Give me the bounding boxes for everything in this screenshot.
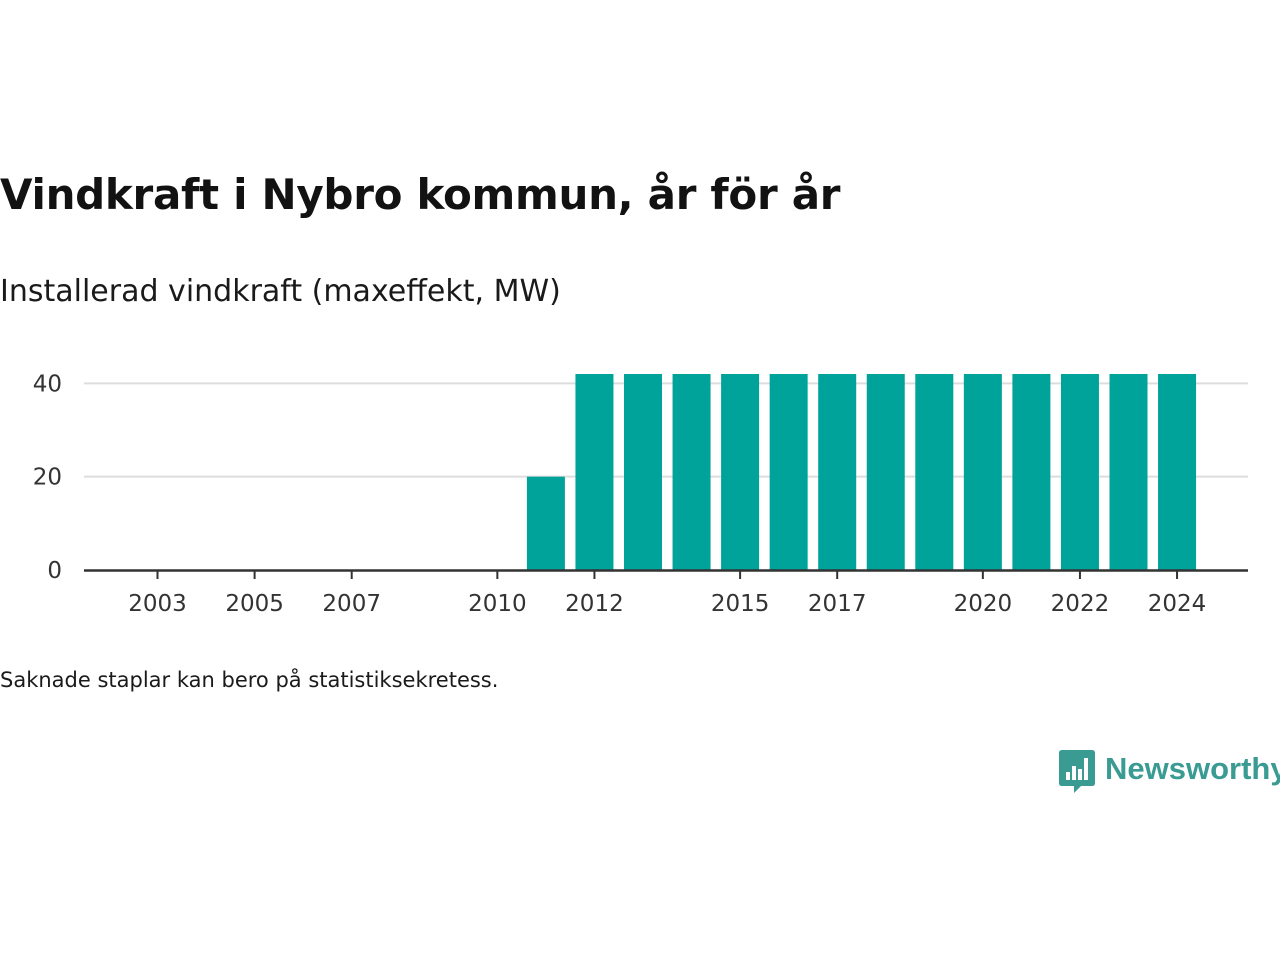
x-tick-label: 2020 — [954, 591, 1013, 617]
y-tick-label: 20 — [33, 465, 62, 491]
y-tick-label: 40 — [33, 371, 62, 397]
chart-subtitle: Installerad vindkraft (maxeffekt, MW) — [0, 274, 561, 309]
x-tick-label: 2015 — [711, 591, 770, 617]
bar-2023 — [1109, 374, 1148, 570]
x-tick-label: 2017 — [808, 591, 867, 617]
bar-2013 — [624, 374, 662, 570]
bar-2018 — [866, 374, 905, 570]
brand-name: Newsworthy — [1105, 751, 1280, 786]
bar-2021 — [1012, 374, 1051, 570]
x-tick-label: 2007 — [322, 591, 381, 617]
bar-2024 — [1158, 374, 1197, 570]
bar-2014 — [672, 374, 711, 570]
bar-2012 — [575, 374, 614, 570]
x-tick-label: 2003 — [128, 591, 187, 617]
bar-2022 — [1060, 374, 1099, 570]
brand-logo: Newsworthy — [1059, 750, 1280, 796]
bar-2011 — [526, 476, 565, 570]
bar-2020 — [963, 374, 1002, 570]
y-tick-label: 0 — [47, 558, 62, 584]
bar-2019 — [915, 374, 954, 570]
x-tick-label: 2022 — [1051, 591, 1110, 617]
x-tick-label: 2012 — [565, 591, 624, 617]
chart-title: Vindkraft i Nybro kommun, år för år — [0, 170, 841, 219]
bar-2017 — [818, 374, 857, 570]
bar-2015 — [721, 374, 760, 570]
x-tick-label: 2024 — [1148, 591, 1207, 617]
x-tick-label: 2005 — [225, 591, 284, 617]
x-tick-label: 2010 — [468, 591, 527, 617]
bar-2016 — [769, 374, 808, 570]
footnote: Saknade staplar kan bero på statistiksek… — [0, 668, 499, 692]
newsworthy-logo-icon — [1059, 750, 1095, 793]
